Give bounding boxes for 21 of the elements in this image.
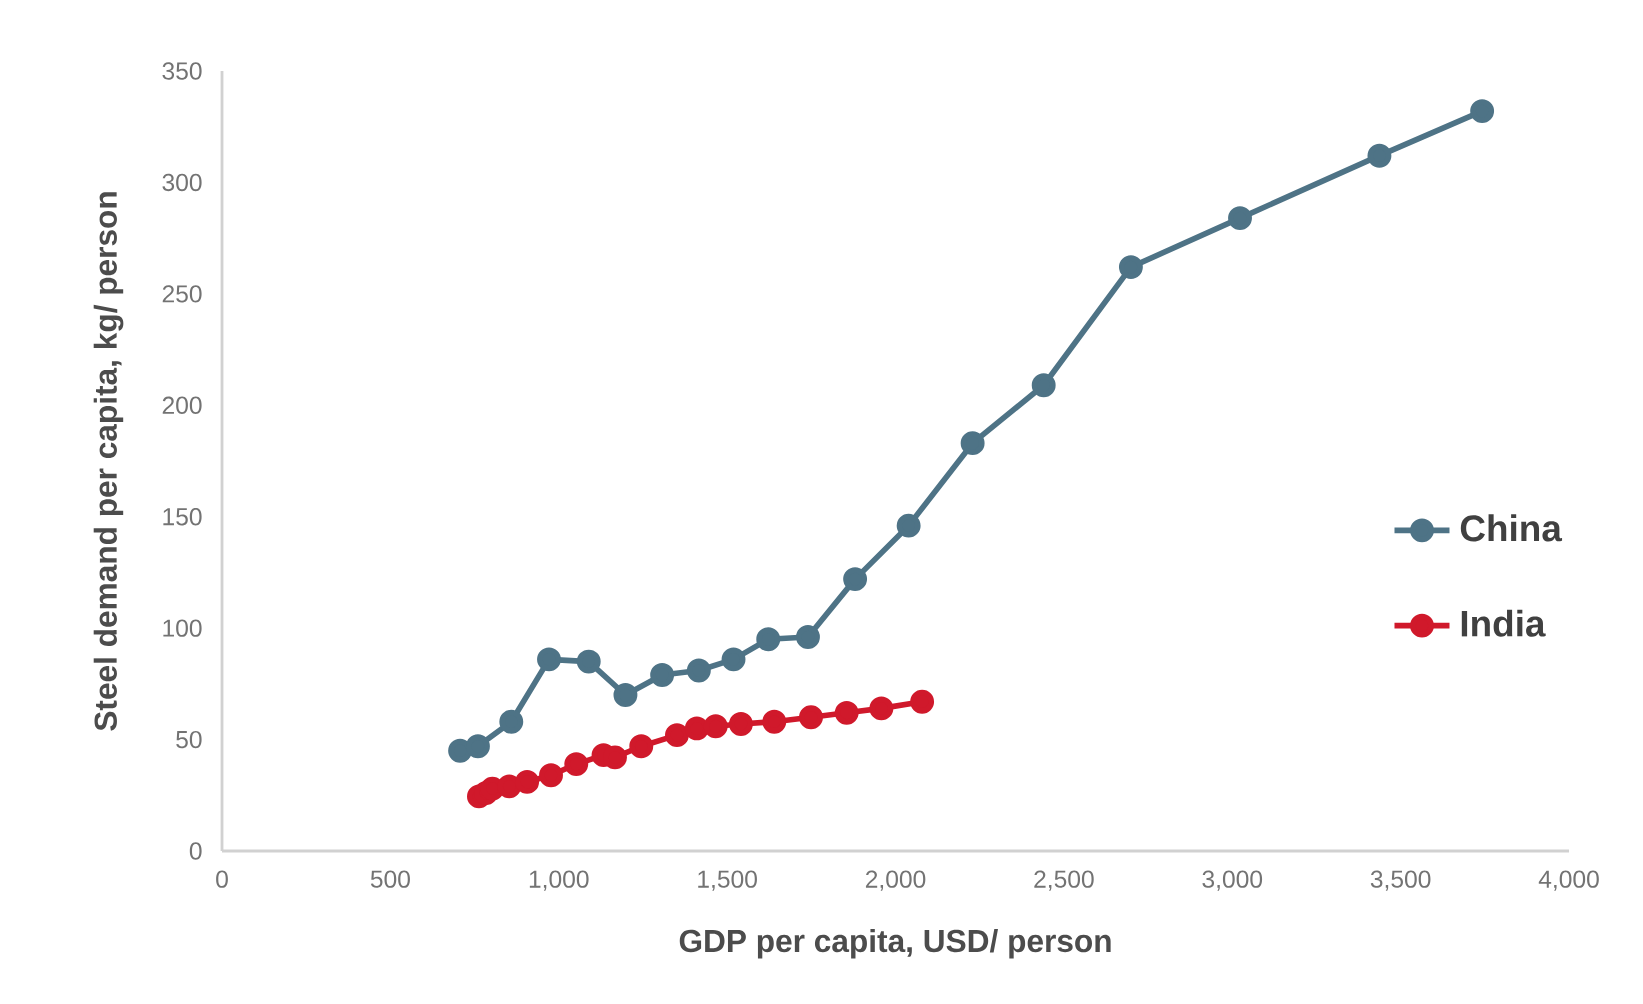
y-tick-label: 300	[162, 173, 202, 192]
y-axis-title: Steel demand per capita, kg/ person	[93, 192, 124, 731]
x-axis-title: GDP per capita, USD/ person	[679, 928, 1111, 959]
x-tick-label: 2,000	[865, 870, 926, 891]
x-tick-label: 3,500	[1370, 870, 1431, 891]
y-tick-label: 150	[163, 508, 202, 526]
x-tick-label: 2,500	[1034, 870, 1094, 891]
legend-label: India	[1461, 609, 1546, 637]
y-tick-label: 50	[176, 730, 202, 749]
y-tick-label: 200	[162, 396, 202, 414]
x-tick-label: 3,000	[1202, 870, 1263, 891]
y-tick-label: 100	[163, 619, 202, 637]
y-tick-label: 250	[162, 285, 202, 303]
x-tick-label: 4,000	[1538, 870, 1599, 891]
x-tick-label: 500	[370, 870, 410, 888]
x-tick-label: 0	[216, 870, 228, 888]
x-tick-label: 1,500	[698, 870, 757, 891]
y-tick-label: 350	[162, 62, 202, 80]
legend-label: China	[1460, 514, 1563, 542]
y-tick-label: 0	[189, 842, 202, 860]
x-tick-label: 1,000	[529, 870, 589, 891]
